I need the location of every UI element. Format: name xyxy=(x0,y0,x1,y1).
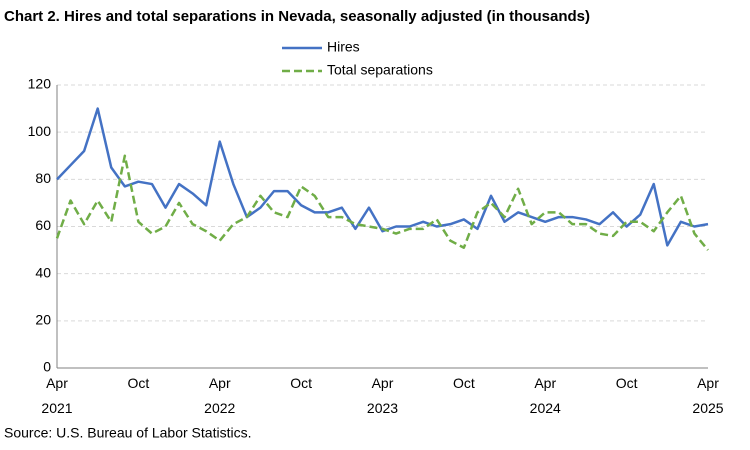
y-tick-label: 0 xyxy=(43,359,51,375)
series-line xyxy=(55,154,709,251)
y-tick-label: 100 xyxy=(28,123,52,139)
x-tick-label: Apr 2023 xyxy=(367,375,398,416)
series-line xyxy=(56,107,709,247)
legend-label: Hires xyxy=(327,39,360,55)
x-tick-label: Apr 2024 xyxy=(530,375,561,416)
legend-label: Total separations xyxy=(327,62,433,78)
x-tick-label: Oct xyxy=(127,375,149,391)
x-tick-label: Apr 2025 xyxy=(692,375,723,416)
chart-title: Chart 2. Hires and total separations in … xyxy=(4,8,590,25)
y-tick-label: 40 xyxy=(35,264,51,280)
source-note: Source: U.S. Bureau of Labor Statistics. xyxy=(4,425,251,441)
x-tick-label: Oct xyxy=(616,375,638,391)
x-tick-label: Oct xyxy=(453,375,475,391)
y-tick-label: 120 xyxy=(28,76,52,92)
y-tick-label: 60 xyxy=(35,217,51,233)
x-tick-label: Oct xyxy=(290,375,312,391)
y-tick-label: 20 xyxy=(35,312,51,328)
x-tick-label: Apr 2022 xyxy=(204,375,235,416)
y-tick-label: 80 xyxy=(35,170,51,186)
x-tick-label: Apr 2021 xyxy=(41,375,72,416)
